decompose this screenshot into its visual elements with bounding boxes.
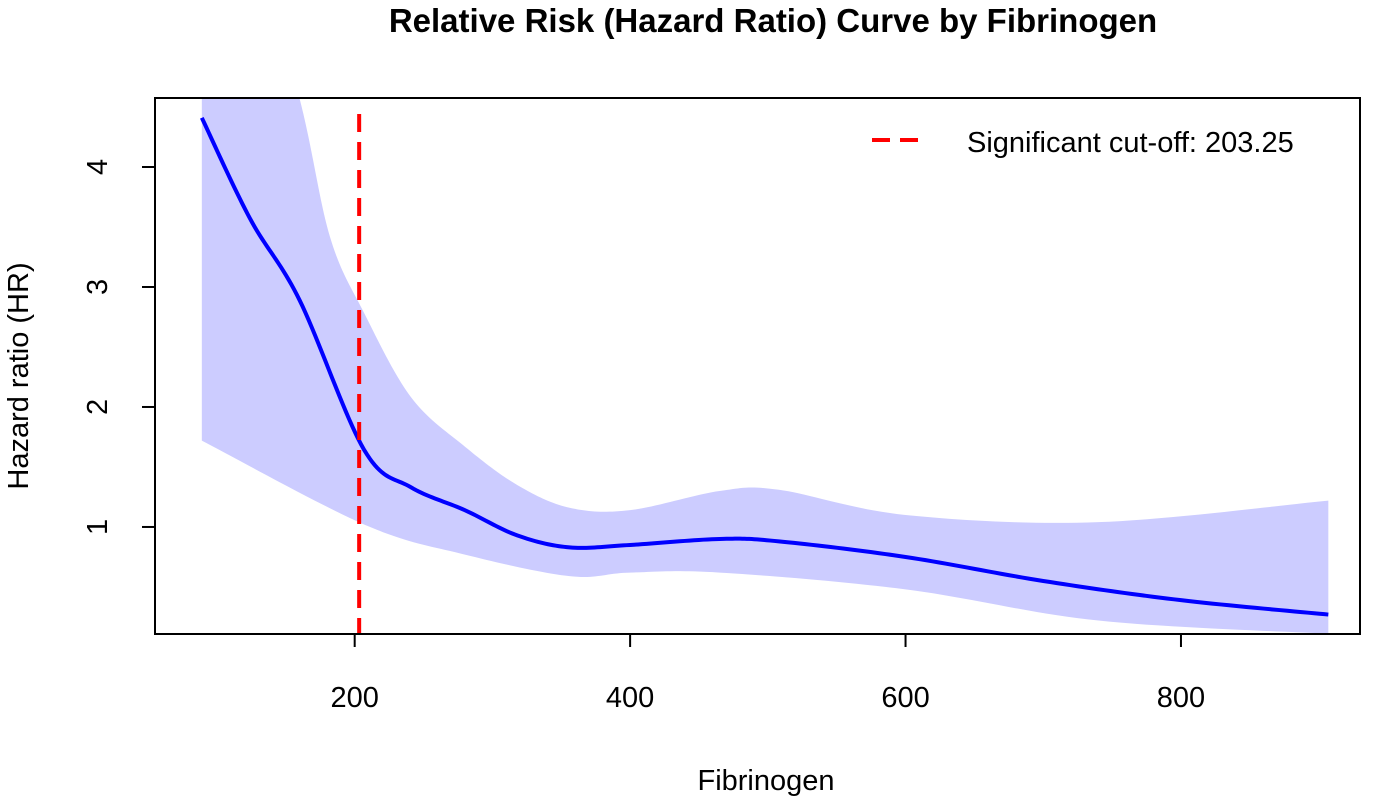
y-tick-label: 4 (82, 159, 114, 175)
y-axis-label: Hazard ratio (HR) (3, 262, 35, 489)
y-tick-label: 3 (82, 279, 114, 295)
chart-title: Relative Risk (Hazard Ratio) Curve by Fi… (389, 2, 1157, 39)
hazard-ratio-curve (200, 116, 1329, 617)
confidence-band (201, 98, 1329, 634)
y-tick-label: 2 (82, 399, 114, 415)
x-tick-label: 800 (1157, 682, 1205, 714)
x-tick-label: 400 (606, 682, 654, 714)
x-tick-label: 200 (330, 682, 378, 714)
y-tick-label: 1 (82, 519, 114, 535)
x-axis-label: Fibrinogen (697, 765, 834, 797)
x-tick-label: 600 (881, 682, 929, 714)
legend-box (845, 99, 1359, 185)
legend-label: Significant cut-off: 203.25 (967, 127, 1294, 159)
plot-frame (154, 97, 1361, 635)
